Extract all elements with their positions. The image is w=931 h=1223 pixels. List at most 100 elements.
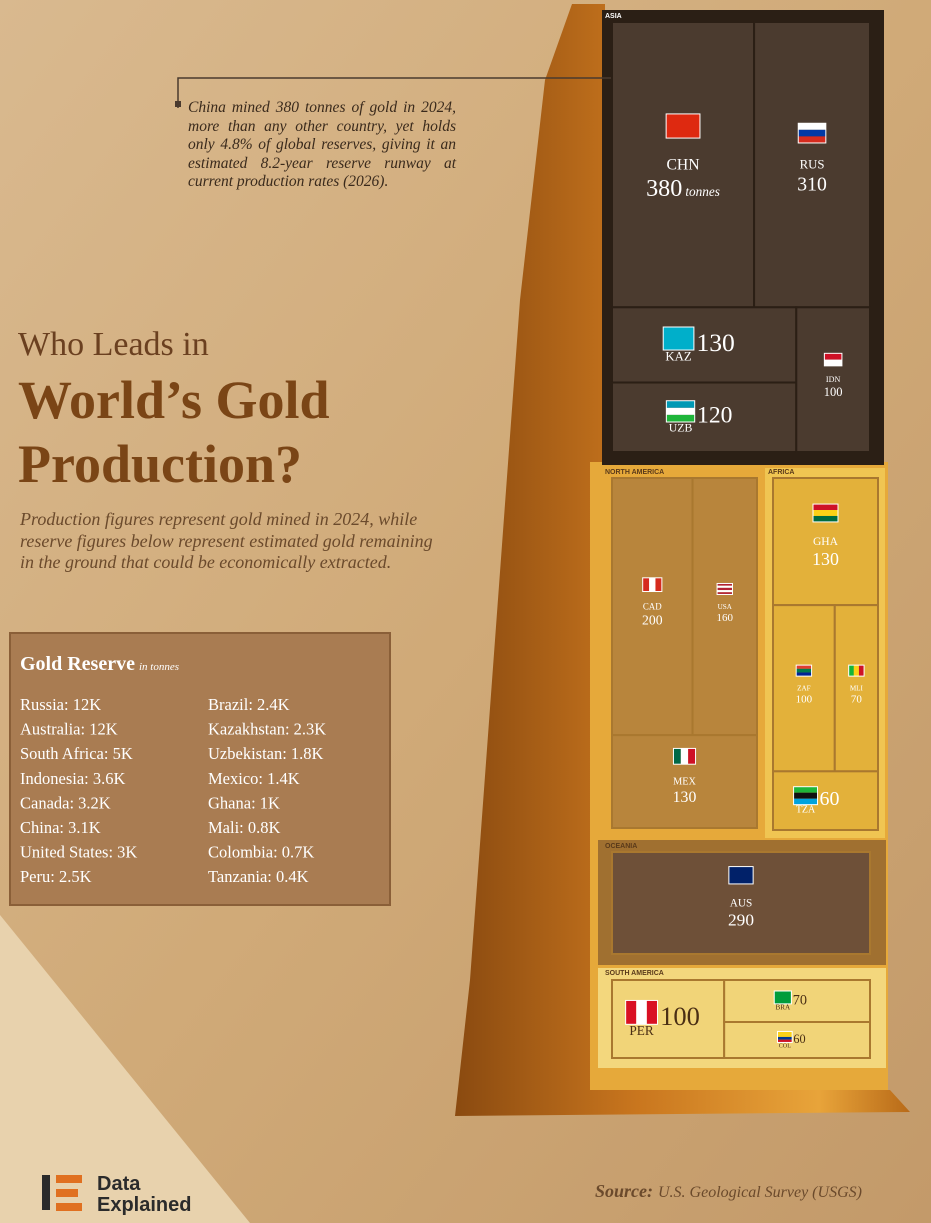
treemap-cell [691, 477, 758, 737]
flag-border [793, 786, 819, 806]
reserve-heading: Gold Reserve [20, 653, 135, 675]
annotation: China mined 380 tonnes of gold in 2024, … [188, 99, 456, 191]
value-label: 100 [660, 1001, 700, 1031]
flag-stripe [777, 1031, 793, 1035]
value-label: 130 [673, 789, 697, 806]
reserve-row: Canada: 3.2K [20, 793, 111, 812]
flag-stripe [813, 510, 838, 516]
flag-stripe [717, 592, 733, 595]
flag-stripe [666, 414, 695, 422]
flag-stripe [813, 515, 838, 522]
flag-stripe [663, 327, 694, 351]
flag-border [797, 122, 827, 144]
flag [773, 990, 792, 1005]
country-code: PER [629, 1023, 653, 1038]
treemap-cell [611, 477, 694, 737]
flag-stripe [858, 665, 865, 677]
flag [728, 866, 754, 885]
flag-stripe [793, 786, 818, 793]
value: 70 [851, 694, 863, 706]
flag [625, 999, 658, 1025]
reserve-title: Gold Reserve in tonnes [20, 653, 179, 675]
country-code: BRA [775, 1004, 791, 1012]
flag [793, 786, 819, 806]
country-code: KAZ [665, 349, 691, 363]
region-label: AFRICA [768, 469, 794, 476]
reserve-row: Brazil: 2.4K [208, 695, 290, 714]
reserve-row: Peru: 2.5K [20, 867, 92, 886]
value: 130 [673, 789, 697, 806]
country-code: TZA [796, 805, 816, 816]
title-line: Who Leads in [18, 326, 209, 363]
flag-stripe [717, 590, 733, 593]
value-label: 130 [812, 549, 839, 569]
flag-stripe [666, 407, 695, 415]
value: 160 [717, 612, 734, 624]
flag-border [773, 990, 792, 1005]
subtitle: Production figures represent gold mined … [20, 509, 433, 572]
flag-stripe [813, 504, 838, 511]
flag-border [795, 664, 813, 677]
flag-border [672, 747, 697, 765]
value-label: 100 [796, 694, 813, 706]
logo-text: Explained [97, 1194, 191, 1216]
reserve-row: Australia: 12K [20, 720, 118, 739]
flag-stripe [688, 748, 696, 765]
reserve-row: United States: 3K [20, 843, 137, 862]
flag [665, 400, 696, 423]
flag-stripe [642, 577, 650, 592]
value-label: 70 [851, 694, 863, 706]
value-label: 160 [717, 612, 734, 624]
flag-stripe [777, 1034, 793, 1037]
flag-stripe [717, 587, 733, 591]
flag [777, 1030, 793, 1043]
flag-stripe [796, 672, 812, 677]
country-code: RUS [800, 158, 825, 172]
flag [823, 352, 843, 367]
flag-stripe [655, 577, 662, 592]
value-label: 380 tonnes [646, 175, 720, 202]
flag-stripe [824, 353, 842, 360]
country-code: COL [779, 1043, 791, 1049]
treemap-cell [753, 21, 872, 309]
flag-border [665, 400, 696, 423]
flag-stripe [798, 129, 826, 137]
flag-border [777, 1030, 793, 1043]
value-label: 100 [824, 385, 843, 399]
title-line: World’s Gold [18, 370, 330, 430]
flag [672, 747, 697, 765]
flag-stripe [798, 123, 826, 130]
flag-stripe [728, 866, 754, 884]
flag [848, 664, 865, 677]
country-code: ZAF [797, 684, 811, 692]
region-label: ASIA [605, 13, 622, 20]
country-code: MEX [673, 777, 696, 788]
title-line: Production? [18, 434, 302, 494]
logo-text: Data [97, 1173, 141, 1195]
flag-stripe [646, 1000, 658, 1025]
value-label: 130 [696, 328, 734, 357]
region-label: NORTH AMERICA [605, 469, 664, 476]
flag-stripe [666, 113, 700, 139]
reserve-row: Colombia: 0.7K [208, 843, 314, 862]
flag-stripe [793, 798, 818, 805]
flag-stripe [666, 400, 695, 408]
flag [812, 503, 839, 523]
flag-stripe [649, 577, 656, 592]
flag [665, 113, 701, 139]
flag-stripe [717, 583, 733, 586]
flag-border [642, 577, 663, 593]
value: 130 [812, 549, 839, 569]
country-code: CHN [666, 156, 699, 173]
value: 290 [728, 911, 754, 930]
flag [797, 122, 827, 144]
reserve-row: Mali: 0.8K [208, 818, 280, 837]
flag-stripe [824, 359, 842, 366]
region-label: SOUTH AMERICA [605, 970, 664, 977]
country-code: GHA [813, 535, 839, 548]
value-label: 120 [697, 403, 732, 429]
source: Source: U.S. Geological Survey (USGS) [595, 1181, 862, 1201]
reserve-row: China: 3.1K [20, 818, 101, 837]
